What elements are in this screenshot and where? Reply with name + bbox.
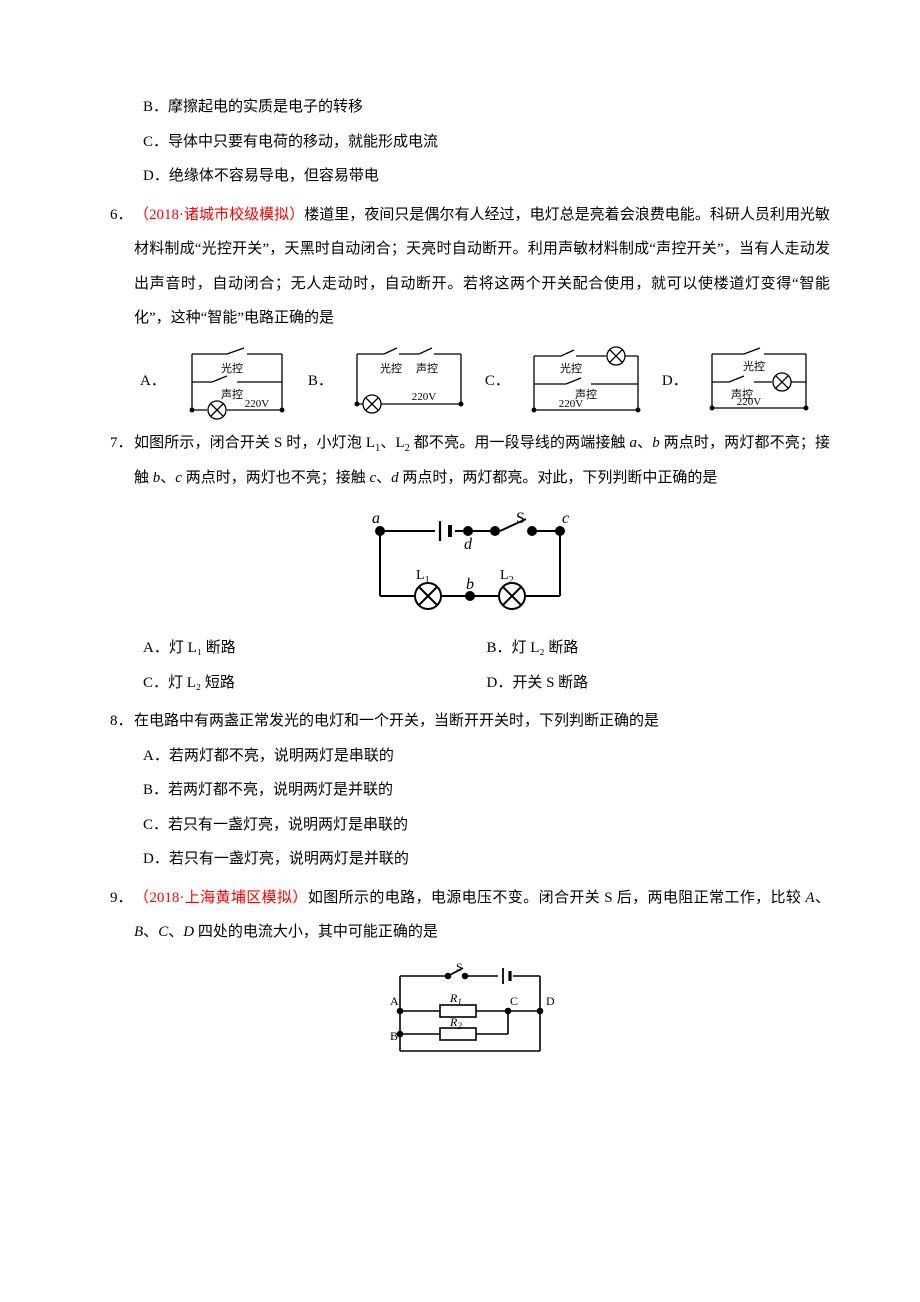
svg-text:R1: R1 xyxy=(449,991,462,1007)
svg-text:光控: 光控 xyxy=(380,361,402,375)
q9-figure: S A B C D R1 R2 xyxy=(110,956,830,1070)
svg-text:220V: 220V xyxy=(559,398,584,410)
q6-num: 6． xyxy=(110,198,134,336)
svg-text:C: C xyxy=(510,994,518,1008)
q6-label-d: D． xyxy=(662,374,688,389)
svg-text:A: A xyxy=(390,994,399,1008)
q6-circuit-a: 光控 声控 220V xyxy=(172,342,302,422)
q7-opt-c: C．灯 L₂ 短路 xyxy=(143,666,487,701)
q7-body: 如图所示，闭合开关 S 时，小灯泡 L1、L2 都不亮。用一段导线的两端接触 a… xyxy=(134,426,830,496)
svg-text:光控: 光控 xyxy=(743,359,765,373)
q6-src: （2018·诸城市校级模拟） xyxy=(134,207,304,223)
q5-options: B．摩擦起电的实质是电子的转移 C．导体中只要有电荷的移动，就能形成电流 D．绝… xyxy=(110,90,830,194)
q8: 8． 在电路中有两盏正常发光的电灯和一个开关，当断开开关时，下列判断正确的是 A… xyxy=(110,704,830,877)
q7-figure: a d S c b L1 L2 xyxy=(110,501,830,625)
q8-opt-b: B．若两灯都不亮，说明两灯是并联的 xyxy=(110,773,830,808)
svg-text:光控: 光控 xyxy=(560,361,582,375)
q9: 9． （2018·上海黄埔区模拟）如图所示的电路，电源电压不变。闭合开关 S 后… xyxy=(110,881,830,1070)
q6-text: 楼道里，夜间只是偶尔有人经过，电灯总是亮着会浪费电能。科研人员利用光敏材料制成“… xyxy=(134,207,830,327)
svg-text:声控: 声控 xyxy=(221,387,243,401)
q7-options: A．灯 L₁ 断路 B．灯 L₂ 断路 xyxy=(110,631,830,666)
q6-label-a: A． xyxy=(140,374,166,389)
svg-text:声控: 声控 xyxy=(416,361,438,375)
q9-num: 9． xyxy=(110,881,134,950)
svg-text:c: c xyxy=(562,510,569,527)
svg-text:b: b xyxy=(466,576,474,593)
svg-text:S: S xyxy=(456,960,463,974)
q6-circuit-c: 光控 声控 220V xyxy=(516,342,656,422)
q8-opt-c: C．若只有一盏灯亮，说明两灯是串联的 xyxy=(110,808,830,843)
q5-opt-b: B．摩擦起电的实质是电子的转移 xyxy=(110,90,830,125)
svg-text:S: S xyxy=(516,510,525,527)
q6: 6． （2018·诸城市校级模拟）楼道里，夜间只是偶尔有人经过，电灯总是亮着会浪… xyxy=(110,198,830,422)
q8-opt-d: D．若只有一盏灯亮，说明两灯是并联的 xyxy=(110,842,830,877)
q6-circuit-b: 光控 声控 220V xyxy=(339,342,479,422)
svg-text:光控: 光控 xyxy=(221,361,243,375)
q7: 7． 如图所示，闭合开关 S 时，小灯泡 L1、L2 都不亮。用一段导线的两端接… xyxy=(110,426,830,701)
q8-num: 8． xyxy=(110,704,134,739)
svg-text:220V: 220V xyxy=(245,398,270,410)
svg-text:d: d xyxy=(464,536,473,553)
q7-opt-b: B．灯 L₂ 断路 xyxy=(487,631,831,666)
q9-body: （2018·上海黄埔区模拟）如图所示的电路，电源电压不变。闭合开关 S 后，两电… xyxy=(134,881,830,950)
svg-text:D: D xyxy=(546,994,555,1008)
q6-circuit-d: 光控 声控 220V xyxy=(694,342,824,422)
q7-num: 7． xyxy=(110,426,134,496)
q6-label-c: C． xyxy=(485,374,510,389)
svg-text:220V: 220V xyxy=(412,391,437,403)
q9-src: （2018·上海黄埔区模拟） xyxy=(134,890,308,906)
svg-text:a: a xyxy=(372,510,380,527)
q5-opt-d: D．绝缘体不容易导电，但容易带电 xyxy=(110,159,830,194)
q7-opt-d: D．开关 S 断路 xyxy=(487,666,831,701)
q8-opt-a: A．若两灯都不亮，说明两灯是串联的 xyxy=(110,739,830,774)
svg-text:B: B xyxy=(390,1029,398,1043)
q8-text: 在电路中有两盏正常发光的电灯和一个开关，当断开开关时，下列判断正确的是 xyxy=(134,704,830,739)
q6-label-b: B． xyxy=(308,374,333,389)
q5-opt-c: C．导体中只要有电荷的移动，就能形成电流 xyxy=(110,125,830,160)
q6-circuits: A． 光控 声控 220V B． 光控 声控 220V xyxy=(110,342,830,422)
q7-opt-a: A．灯 L₁ 断路 xyxy=(143,631,487,666)
svg-text:220V: 220V xyxy=(736,396,761,408)
q6-body: （2018·诸城市校级模拟）楼道里，夜间只是偶尔有人经过，电灯总是亮着会浪费电能… xyxy=(134,198,830,336)
